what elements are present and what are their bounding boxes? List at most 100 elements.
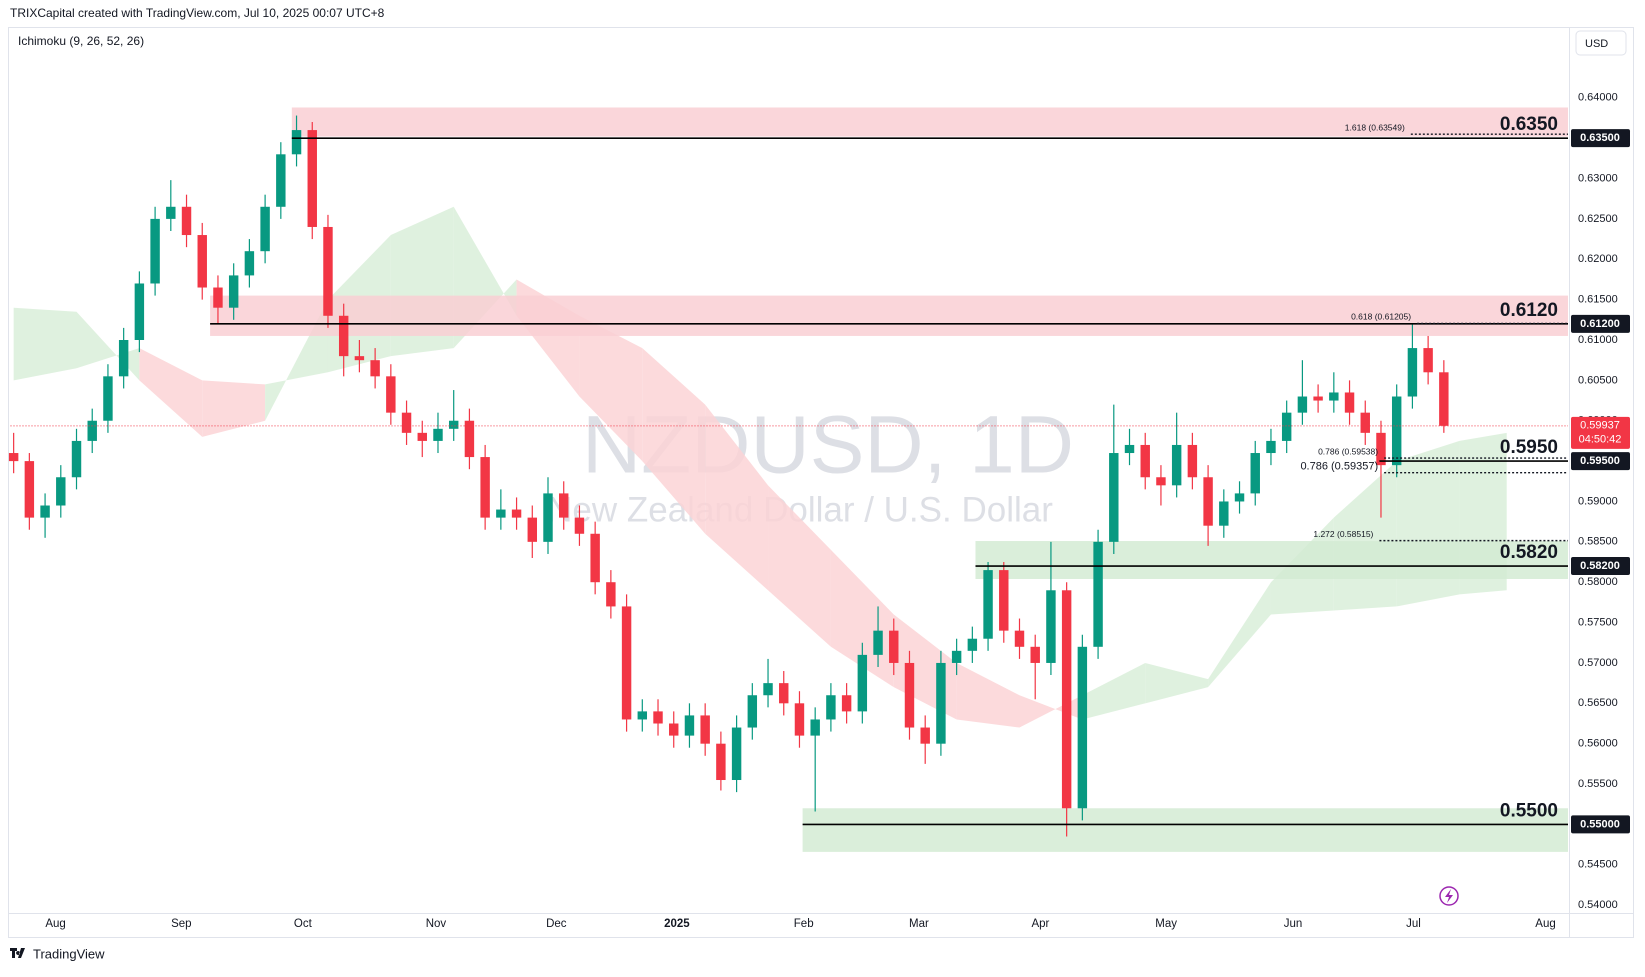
candle-body xyxy=(951,650,962,663)
alert-icon[interactable] xyxy=(1439,886,1459,906)
candle-body xyxy=(841,695,852,712)
logo-mark[interactable] xyxy=(10,948,25,958)
x-tick-label: Dec xyxy=(546,918,567,930)
ichimoku-cloud xyxy=(13,307,77,381)
candle-body xyxy=(291,130,302,155)
ichimoku-cloud xyxy=(579,315,643,462)
candle-body xyxy=(1014,630,1025,647)
candle-body xyxy=(1313,396,1323,401)
x-tick-label: Mar xyxy=(909,918,929,930)
x-tick-label: 2025 xyxy=(664,918,690,930)
candle-body xyxy=(637,711,648,720)
candle-body xyxy=(464,420,475,458)
y-tick-label: 0.60500 xyxy=(1578,374,1618,386)
candle-body xyxy=(1360,412,1370,433)
candle-body xyxy=(401,412,412,433)
candle-body xyxy=(983,570,993,639)
currency-label[interactable]: USD xyxy=(1585,38,1608,50)
candle-body xyxy=(134,283,145,340)
y-tick-label: 0.55500 xyxy=(1578,778,1618,790)
candle-body xyxy=(417,432,427,441)
candle-body xyxy=(794,703,805,736)
candle-body xyxy=(1281,412,1292,441)
ichimoku-cloud xyxy=(1208,582,1271,688)
footer-logo[interactable] xyxy=(10,948,25,958)
ichimoku-cloud xyxy=(956,662,1020,728)
y-tick-label: 0.54000 xyxy=(1578,899,1618,911)
currency-button[interactable] xyxy=(1575,30,1627,56)
y-tick-label: 0.59000 xyxy=(1578,495,1618,507)
level-zone xyxy=(802,808,1568,852)
candle-body xyxy=(1329,392,1339,401)
price-axis-box xyxy=(1571,452,1630,471)
candle-body xyxy=(1423,348,1433,373)
x-tick-label: May xyxy=(1155,918,1177,930)
fib-label: 1.618 (0.63549) xyxy=(1345,122,1405,132)
price-axis-box xyxy=(1571,815,1630,834)
candle-body xyxy=(338,315,349,357)
candle-body xyxy=(621,606,632,720)
alert-bolt[interactable] xyxy=(1445,889,1453,903)
candle-body xyxy=(543,493,553,542)
candle-body xyxy=(354,356,365,361)
candle-body xyxy=(559,493,569,518)
candle-body xyxy=(480,457,490,518)
candle-body xyxy=(1407,348,1418,397)
level-zone xyxy=(291,107,1568,137)
x-tick-label: Aug xyxy=(45,918,65,930)
candle-body xyxy=(323,226,333,316)
candle-body xyxy=(213,287,223,308)
candle-body xyxy=(763,683,773,696)
candle-body xyxy=(1140,444,1150,478)
candle-body xyxy=(779,683,789,704)
candle-body xyxy=(731,727,742,781)
price-axis-box-label: 0.61200 xyxy=(1580,318,1620,330)
candle-body xyxy=(920,727,930,744)
candle-body xyxy=(1187,444,1198,478)
candle-body xyxy=(967,638,978,651)
candle-body xyxy=(1077,646,1088,809)
candle-body xyxy=(936,662,946,744)
candle-body xyxy=(857,654,868,712)
y-tick-label: 0.57500 xyxy=(1578,616,1618,628)
candle-body xyxy=(716,743,726,781)
x-tick-label: Jul xyxy=(1406,918,1421,930)
ichimoku-cloud xyxy=(642,348,706,534)
candle-body xyxy=(747,695,758,728)
candle-body xyxy=(606,582,616,607)
candle-body xyxy=(653,711,663,724)
candle-body xyxy=(103,376,113,421)
candle-body xyxy=(684,715,695,736)
candle-body xyxy=(370,360,380,377)
x-tick-label: Aug xyxy=(1535,918,1555,930)
candle-body xyxy=(166,206,176,219)
candle-body xyxy=(197,235,207,288)
y-tick-label: 0.64000 xyxy=(1578,92,1618,104)
alert-circle[interactable] xyxy=(1439,886,1459,906)
attribution: TRIXCapital created with TradingView.com… xyxy=(10,6,385,20)
ichimoku-cloud xyxy=(202,380,266,437)
candle-body xyxy=(1376,432,1386,466)
candle-body xyxy=(433,428,443,441)
chart-border xyxy=(8,27,1634,938)
candle-body xyxy=(1171,444,1182,486)
level-label: 0.6120 xyxy=(1500,300,1558,321)
y-tick-label: 0.56000 xyxy=(1578,738,1618,750)
level-label: 0.5820 xyxy=(1500,542,1558,563)
fib-label: 1.272 (0.58515) xyxy=(1313,529,1373,539)
x-tick-label: Jun xyxy=(1284,918,1303,930)
y-tick-label: 0.58500 xyxy=(1578,536,1618,548)
candle-body xyxy=(1124,444,1135,454)
footer-brand[interactable]: TradingView xyxy=(33,946,105,961)
y-tick-label: 0.58000 xyxy=(1578,576,1618,588)
x-tick-label: Feb xyxy=(794,918,814,930)
price-axis-box xyxy=(1571,129,1630,148)
y-tick-label: 0.63000 xyxy=(1578,172,1618,184)
candle-body xyxy=(1030,646,1040,663)
price-axis-box-label: 0.58200 xyxy=(1580,560,1620,572)
fib-label: 0.786 (0.59357) xyxy=(1300,461,1378,473)
ichimoku-cloud xyxy=(705,404,769,591)
candle-body xyxy=(56,477,66,506)
price-axis-box-label: 0.55000 xyxy=(1580,818,1620,830)
